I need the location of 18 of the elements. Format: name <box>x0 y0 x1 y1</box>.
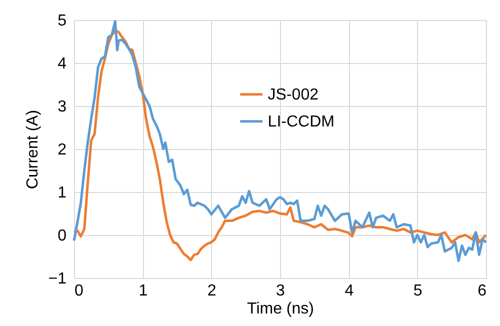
x-axis-title: Time (ns) <box>247 300 314 318</box>
x-tick-label: 1 <box>138 282 148 300</box>
y-axis-title: Current (A) <box>24 110 42 190</box>
y-tick-label: 4 <box>58 56 67 72</box>
y-tick-label: −1 <box>48 270 67 288</box>
y-tick-label: 1 <box>58 184 67 202</box>
legend-label: LI-CCDM <box>268 113 334 130</box>
x-tick-label: 0 <box>74 282 84 300</box>
x-tick-label: 6 <box>478 282 487 300</box>
x-tick-label: 4 <box>344 282 354 300</box>
x-tick-label: 5 <box>413 282 422 300</box>
y-tick-label: 2 <box>58 142 67 158</box>
y-tick-label: 3 <box>58 98 67 116</box>
legend-label: JS-002 <box>268 86 319 104</box>
y-tick-label: 5 <box>58 12 67 30</box>
y-tick-label: 0 <box>58 228 67 244</box>
x-tick-label: 2 <box>207 282 216 300</box>
x-tick-label: 3 <box>276 282 286 300</box>
